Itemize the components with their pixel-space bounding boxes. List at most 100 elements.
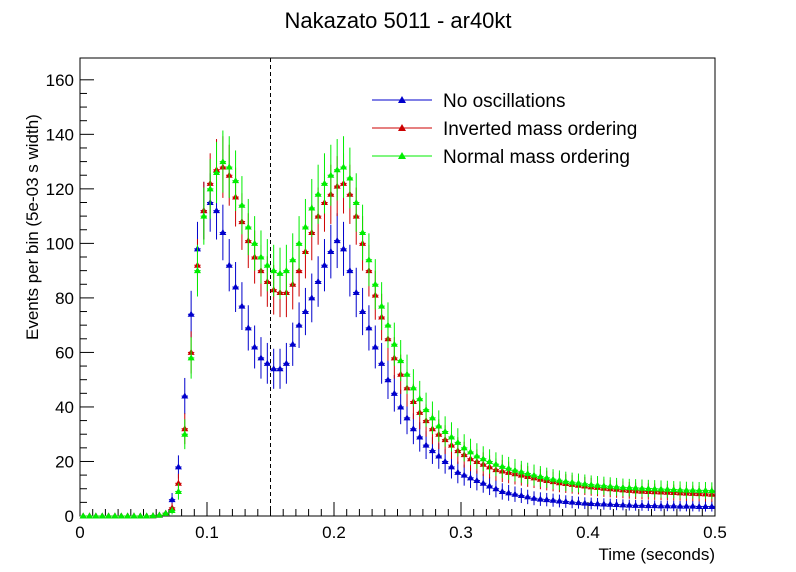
data-point (594, 500, 602, 507)
data-point (689, 502, 697, 509)
legend-label: No oscillations (443, 91, 566, 112)
data-point (416, 395, 424, 402)
data-point (447, 433, 455, 440)
data-point (676, 486, 684, 493)
data-point (701, 486, 709, 493)
data-point (314, 190, 322, 197)
data-point (581, 480, 589, 487)
data-point (587, 499, 595, 506)
data-point (257, 253, 265, 260)
data-point (600, 500, 608, 507)
data-point (270, 267, 278, 274)
data-point (390, 340, 398, 347)
data-point (397, 403, 405, 410)
data-point (162, 509, 170, 516)
data-point (289, 256, 297, 263)
data-point (403, 370, 411, 377)
data-point (682, 502, 690, 509)
data-point (416, 433, 424, 440)
data-point (632, 501, 640, 508)
data-point (581, 499, 589, 506)
data-point (359, 228, 367, 235)
data-point (701, 502, 709, 509)
data-point (454, 438, 462, 445)
data-point (625, 484, 633, 491)
data-point (632, 484, 640, 491)
data-point (206, 185, 214, 192)
data-point (117, 512, 125, 519)
data-point (568, 498, 576, 505)
data-point (498, 462, 506, 469)
data-point (486, 482, 494, 489)
data-point (536, 495, 544, 502)
data-point (644, 484, 652, 491)
data-point (213, 207, 221, 214)
legend-marker (398, 152, 406, 159)
data-point (251, 239, 259, 246)
data-point (460, 471, 468, 478)
data-point (695, 486, 703, 493)
data-point (663, 485, 671, 492)
data-point (524, 493, 532, 500)
data-point (543, 474, 551, 481)
data-point (219, 158, 227, 165)
data-point (181, 430, 189, 437)
data-point (365, 256, 373, 263)
data-point (276, 269, 284, 276)
series-normal-mass-ordering (79, 130, 716, 519)
data-point (524, 469, 532, 476)
data-point (441, 457, 449, 464)
data-point (651, 502, 659, 509)
x-tick-label: 0.1 (195, 523, 219, 542)
data-point (193, 267, 201, 274)
data-point (327, 171, 335, 178)
data-point (467, 448, 475, 455)
data-point (282, 267, 290, 274)
chart-title: Nakazato 5011 - ar40kt (284, 8, 511, 33)
data-point (340, 245, 348, 252)
data-point (371, 343, 379, 350)
data-point (181, 392, 189, 399)
data-point (301, 223, 309, 230)
data-point (187, 354, 195, 361)
data-point (587, 481, 595, 488)
data-point (409, 425, 417, 432)
data-point (289, 340, 297, 347)
data-point (225, 261, 233, 268)
data-point (174, 479, 182, 486)
data-point (708, 487, 716, 494)
data-point (486, 457, 494, 464)
data-point (295, 239, 303, 246)
series-inverted-mass-ordering (79, 136, 716, 519)
data-point (378, 359, 386, 366)
data-point (517, 492, 525, 499)
data-point (454, 468, 462, 475)
data-point (613, 483, 621, 490)
data-point (232, 177, 240, 184)
data-point (155, 511, 163, 518)
data-point (238, 302, 246, 309)
data-point (200, 212, 208, 219)
data-point (657, 485, 665, 492)
data-point (689, 486, 697, 493)
legend-label: Normal mass ordering (443, 147, 630, 168)
data-point (263, 261, 271, 268)
x-axis: 0 0.1 0.2 0.3 0.4 0.5 (75, 502, 727, 542)
data-point (606, 482, 614, 489)
y-axis: 0 20 40 60 80 100 120 140 160 (46, 71, 94, 526)
data-point (530, 471, 538, 478)
data-point (130, 512, 138, 519)
data-point (232, 283, 240, 290)
data-point (340, 163, 348, 170)
data-point (511, 490, 519, 497)
data-point (562, 498, 570, 505)
y-tick-label: 160 (46, 71, 74, 90)
data-point (346, 267, 354, 274)
y-tick-label: 60 (55, 343, 74, 362)
data-point (384, 376, 392, 383)
data-point (428, 414, 436, 421)
y-axis-label: Events per bin (5e-03 s width) (23, 114, 42, 340)
x-tick-label: 0.4 (576, 523, 600, 542)
data-point (282, 359, 290, 366)
y-tick-label: 0 (65, 507, 74, 526)
